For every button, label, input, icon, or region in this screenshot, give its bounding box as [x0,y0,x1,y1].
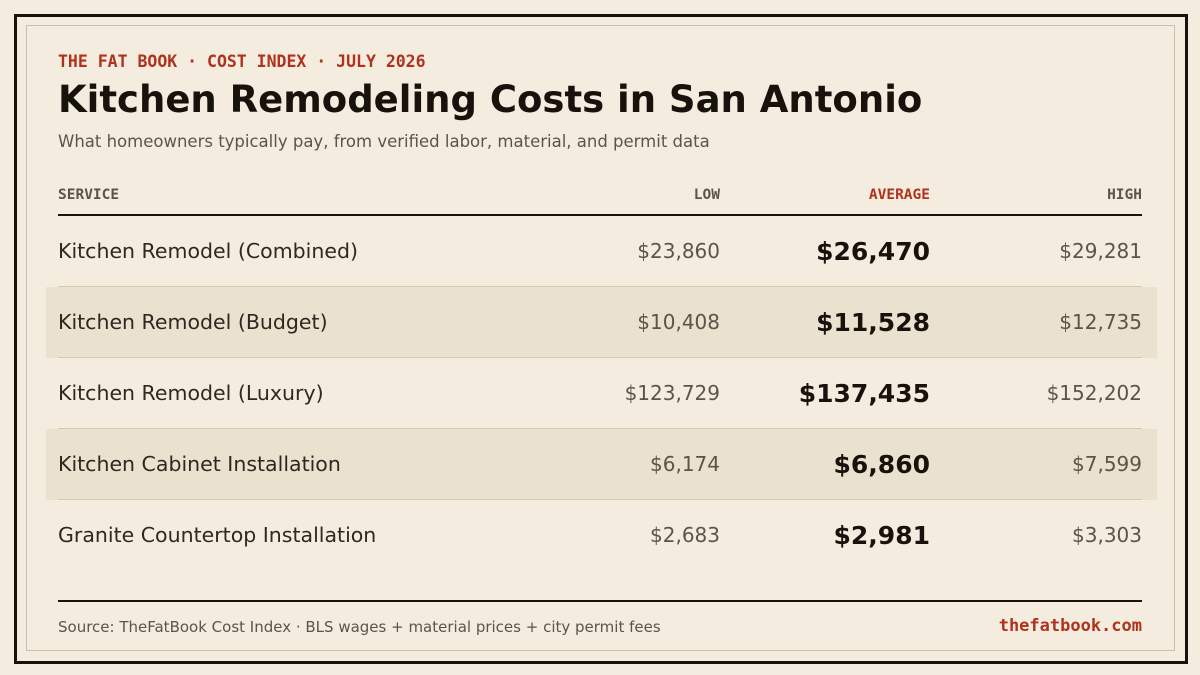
low-value: $23,860 [637,239,720,263]
high-value: $12,735 [1059,310,1142,334]
page-subtitle: What homeowners typically pay, from veri… [58,132,710,151]
service-name: Kitchen Remodel (Luxury) [58,381,324,405]
kicker-label: THE FAT BOOK · COST INDEX · JULY 2026 [58,52,426,71]
low-value: $6,174 [650,452,720,476]
service-name: Kitchen Remodel (Combined) [58,239,358,263]
column-header-average: AVERAGE [868,187,930,203]
low-value: $123,729 [624,381,720,405]
table-row: Kitchen Cabinet Installation $6,174 $6,8… [0,429,1200,500]
service-name: Granite Countertop Installation [58,523,377,547]
high-value: $3,303 [1072,523,1142,547]
source-note: Source: TheFatBook Cost Index · BLS wage… [58,618,661,636]
high-value: $29,281 [1059,239,1142,263]
table-row: Kitchen Remodel (Budget) $10,408 $11,528… [0,287,1200,358]
average-value: $6,860 [833,450,930,479]
inner-frame [26,25,1175,651]
site-link[interactable]: thefatbook.com [998,616,1142,636]
page-title: Kitchen Remodeling Costs in San Antonio [58,78,923,121]
low-value: $2,683 [650,523,720,547]
average-value: $2,981 [833,521,930,550]
average-value: $11,528 [816,308,930,337]
table-row: Granite Countertop Installation $2,683 $… [0,500,1200,571]
table-row: Kitchen Remodel (Luxury) $123,729 $137,4… [0,358,1200,429]
average-value: $137,435 [798,379,930,408]
service-name: Kitchen Remodel (Budget) [58,310,328,334]
column-header-low: LOW [693,187,720,203]
outer-frame [14,14,1188,664]
table-row: Kitchen Remodel (Combined) $23,860 $26,4… [0,216,1200,287]
service-name: Kitchen Cabinet Installation [58,452,341,476]
column-header-service: SERVICE [58,187,120,203]
column-header-high: HIGH [1107,187,1142,203]
average-value: $26,470 [816,237,930,266]
high-value: $152,202 [1046,381,1142,405]
cost-table: Kitchen Remodel (Combined) $23,860 $26,4… [0,216,1200,571]
row-band [46,429,1157,500]
row-divider [58,428,1142,429]
low-value: $10,408 [637,310,720,334]
footer-rule [58,600,1142,602]
row-divider [58,357,1142,358]
row-band [46,287,1157,358]
row-divider [58,286,1142,287]
high-value: $7,599 [1072,452,1142,476]
row-divider [58,499,1142,500]
header-rule [58,214,1142,216]
